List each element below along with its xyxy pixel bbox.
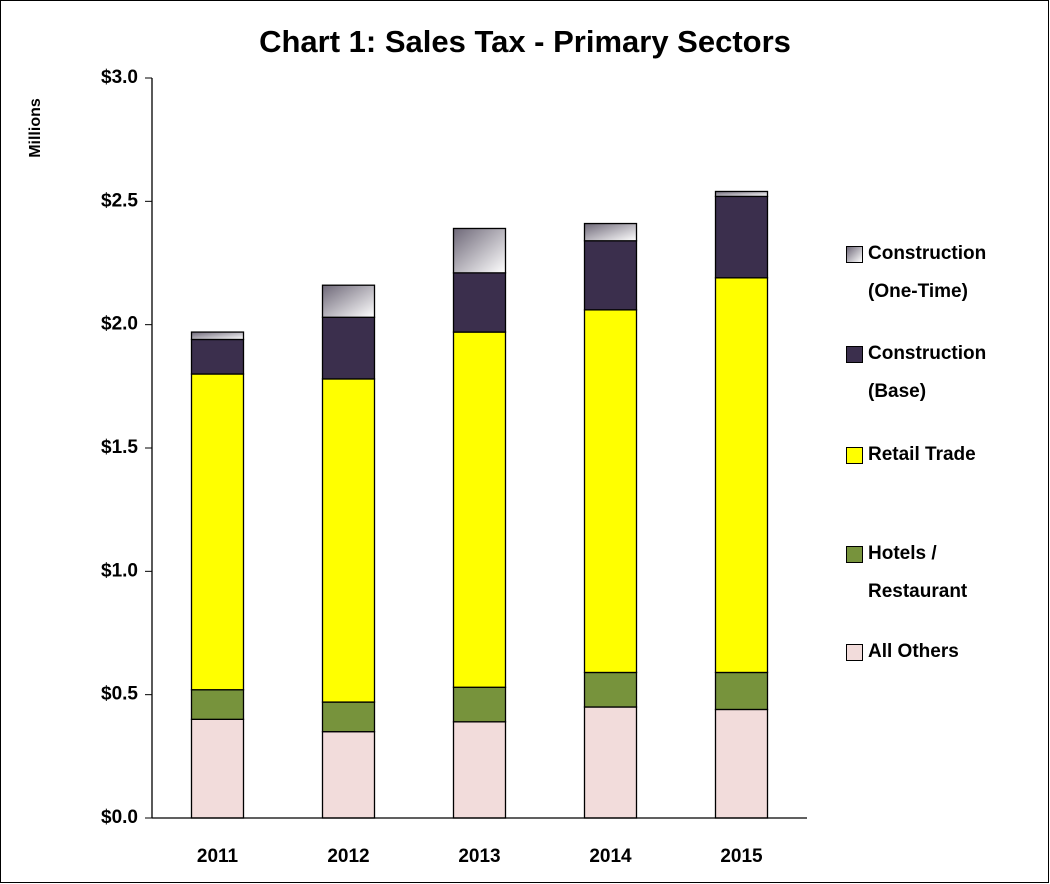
legend-label: Hotels / Restaurant — [868, 543, 968, 602]
bar-segment — [452, 721, 507, 819]
bar-segment — [321, 701, 376, 733]
legend-swatch — [846, 447, 863, 464]
legend-swatch — [846, 346, 863, 363]
legend-swatch — [846, 246, 863, 263]
x-tick-label: 2011 — [197, 846, 239, 867]
y-tick-label: $1.0 — [101, 560, 138, 581]
legend-item: Construction (Base) — [846, 335, 1046, 411]
y-tick-label: $0.5 — [101, 684, 138, 705]
legend-label: Construction (One-Time) — [868, 243, 987, 302]
bar-segment — [583, 222, 638, 242]
bar-segment — [190, 718, 245, 819]
y-tick-label: $1.5 — [101, 437, 138, 458]
bar-segment — [714, 195, 769, 279]
bar-segment — [452, 331, 507, 688]
bar-segment — [714, 671, 769, 711]
bar-segment — [714, 277, 769, 674]
bar-segment — [321, 378, 376, 703]
bar-segment — [583, 671, 638, 708]
bar-segment — [452, 272, 507, 333]
x-tick-label: 2015 — [720, 846, 763, 867]
legend-swatch — [846, 644, 863, 661]
bar-segment — [190, 338, 245, 375]
y-tick-label: $0.0 — [101, 807, 138, 828]
legend-swatch — [846, 546, 863, 563]
x-tick-label: 2012 — [327, 846, 369, 867]
y-tick-label: $2.0 — [101, 314, 138, 335]
x-tick-label: 2013 — [458, 846, 500, 867]
bar-segment — [452, 227, 507, 274]
bar-segment — [190, 331, 245, 341]
bar-segment — [190, 689, 245, 720]
legend-item: All Others — [846, 633, 1046, 671]
bar-segment — [583, 309, 638, 674]
bar-segment — [583, 240, 638, 311]
y-axis-label: Millions — [27, 98, 44, 158]
legend-label: Construction (Base) — [868, 343, 987, 402]
legend-item: Construction (One-Time) — [846, 235, 1046, 311]
bar-segment — [714, 708, 769, 819]
x-tick-label: 2014 — [589, 846, 632, 867]
bar-segment — [321, 284, 376, 318]
bar-segment — [321, 731, 376, 819]
bar-segment — [452, 686, 507, 723]
bar-segment — [714, 190, 769, 198]
chart-title: Chart 1: Sales Tax - Primary Sectors — [259, 24, 791, 59]
bar-segment — [190, 373, 245, 691]
bar-segment — [583, 706, 638, 819]
legend-label: Retail Trade — [868, 444, 976, 465]
bar-segment — [321, 316, 376, 380]
legend-item: Hotels / Restaurant — [846, 535, 1046, 611]
y-tick-label: $2.5 — [101, 190, 138, 211]
y-tick-label: $3.0 — [101, 67, 138, 88]
legend-item: Retail Trade — [846, 436, 1046, 474]
legend-label: All Others — [868, 641, 959, 662]
